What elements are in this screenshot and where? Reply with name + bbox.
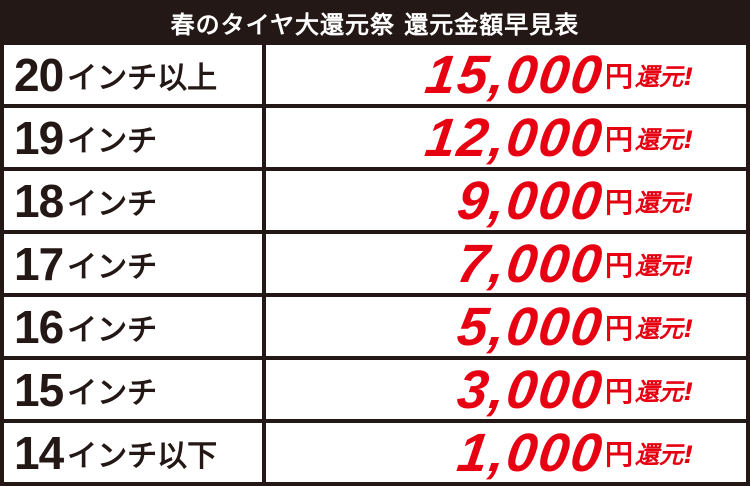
yen-label: 円	[605, 311, 634, 345]
table-title: 春のタイヤ大還元祭 還元金額早見表	[170, 10, 580, 39]
rebate-suffix: 還元!	[635, 126, 694, 154]
table-row: 19 インチ 12,000 円 還元!	[4, 107, 746, 168]
yen-label: 円	[605, 248, 634, 282]
table-row: 20 インチ以上 15,000 円 還元!	[4, 44, 746, 105]
tire-size-cell: 19 インチ	[4, 108, 262, 167]
rebate-table: 20 インチ以上 15,000 円 還元! 19 インチ 12,000 円 還元…	[4, 45, 746, 486]
rebate-cell: 3,000 円 還元!	[266, 359, 746, 420]
rebate-suffix: 還元!	[635, 252, 694, 280]
tire-size-unit: インチ	[67, 375, 158, 411]
rebate-amount: 3,000	[453, 359, 608, 420]
tire-size: 20	[14, 48, 64, 101]
tire-size-cell: 15 インチ	[4, 360, 262, 419]
tire-size: 19	[14, 111, 64, 164]
tire-size-cell: 14 インチ以下	[4, 423, 262, 482]
rebate-cell: 1,000 円 還元!	[266, 422, 746, 483]
rebate-cell: 12,000 円 還元!	[266, 107, 746, 168]
tire-size-unit: インチ	[67, 312, 158, 348]
tire-size: 15	[14, 363, 64, 416]
rebate-suffix: 還元!	[635, 441, 694, 469]
table-row: 17 インチ 7,000 円 還元!	[4, 233, 746, 294]
rebate-cell: 9,000 円 還元!	[266, 170, 746, 231]
tire-size: 18	[14, 174, 64, 227]
tire-size-cell: 18 インチ	[4, 171, 262, 230]
yen-label: 円	[605, 437, 634, 471]
table-row: 15 インチ 3,000 円 還元!	[4, 359, 746, 420]
rebate-amount: 5,000	[453, 296, 608, 357]
tire-size-unit: インチ以上	[67, 60, 218, 96]
rebate-amount: 7,000	[453, 233, 608, 294]
yen-label: 円	[605, 374, 634, 408]
tire-size-cell: 20 インチ以上	[4, 45, 262, 104]
table-row: 16 インチ 5,000 円 還元!	[4, 296, 746, 357]
table-row: 18 インチ 9,000 円 還元!	[4, 170, 746, 231]
tire-size-cell: 17 インチ	[4, 234, 262, 293]
rebate-suffix: 還元!	[635, 378, 694, 406]
yen-label: 円	[605, 185, 634, 219]
tire-size: 14	[14, 426, 64, 479]
rebate-amount: 15,000	[421, 44, 608, 105]
tire-size-cell: 16 インチ	[4, 297, 262, 356]
rebate-suffix: 還元!	[635, 63, 694, 91]
yen-label: 円	[605, 122, 634, 156]
rebate-cell: 5,000 円 還元!	[266, 296, 746, 357]
rebate-amount: 1,000	[453, 422, 608, 483]
tire-size-unit: インチ	[67, 123, 158, 159]
rebate-cell: 7,000 円 還元!	[266, 233, 746, 294]
tire-size: 17	[14, 237, 64, 290]
tire-size-unit: インチ以下	[67, 438, 218, 474]
rebate-amount: 12,000	[421, 107, 608, 168]
rebate-suffix: 還元!	[635, 315, 694, 343]
rebate-amount: 9,000	[453, 170, 608, 231]
tire-size-unit: インチ	[67, 186, 158, 222]
tire-size: 16	[14, 300, 64, 353]
rebate-suffix: 還元!	[635, 189, 694, 217]
rebate-cell: 15,000 円 還元!	[266, 44, 746, 105]
tire-size-unit: インチ	[67, 249, 158, 285]
table-row: 14 インチ以下 1,000 円 還元!	[4, 422, 746, 483]
yen-label: 円	[605, 59, 634, 93]
